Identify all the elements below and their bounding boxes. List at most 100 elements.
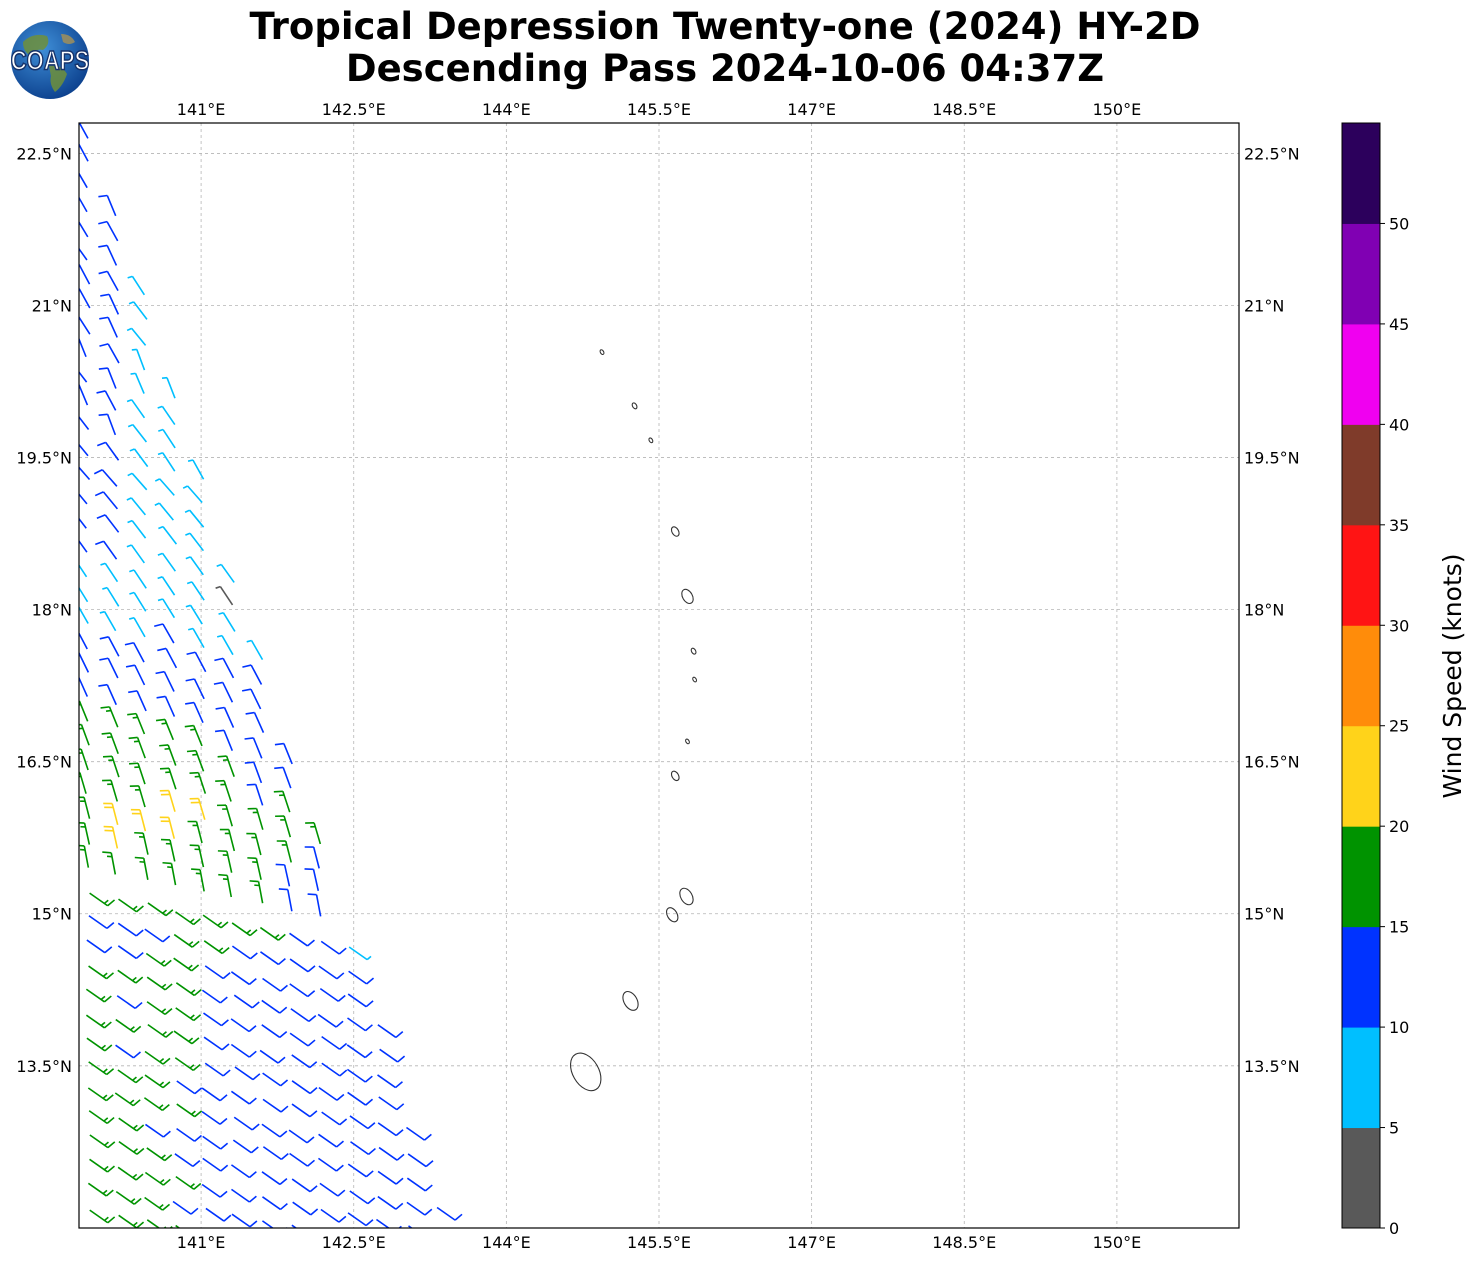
wind-barb [291, 1224, 298, 1228]
wind-barb [157, 598, 176, 619]
lon-label-top: 147°E [787, 100, 836, 119]
wind-barb [347, 1163, 374, 1178]
lon-label-top: 145.5°E [627, 100, 691, 119]
wind-barb [159, 767, 177, 790]
colorbar-tick-label: 35 [1389, 516, 1409, 535]
wind-barb [99, 636, 120, 657]
wind-barb [347, 993, 374, 1008]
wind-barb [127, 519, 147, 539]
wind-barb [203, 1012, 229, 1027]
wind-barb [99, 610, 117, 632]
wind-barb [154, 478, 175, 496]
wind-barb [79, 247, 88, 261]
wind-barb [346, 1068, 373, 1083]
wind-barb [79, 631, 88, 650]
wind-barb [131, 348, 146, 371]
wind-barb [126, 399, 146, 419]
wind-barb [205, 1207, 232, 1222]
axis-ticks: 141°E 141°E 142.5°E 142.5°E 144°E 144°E 145.5°… [16, 100, 1299, 1252]
wind-barb [377, 1170, 404, 1185]
wind-barb [321, 1062, 348, 1077]
wind-barb [377, 1195, 404, 1210]
wind-barb [375, 1218, 402, 1228]
wind-barb [134, 831, 149, 855]
wind-barb [191, 868, 205, 892]
wind-barb [377, 1074, 403, 1089]
wind-barb [244, 761, 263, 784]
wind-barb [262, 1146, 289, 1161]
lat-label-right: 21°N [1244, 296, 1284, 315]
wind-barb [157, 405, 176, 426]
lat-label-left: 19.5°N [16, 449, 72, 468]
wind-barb [350, 1141, 376, 1156]
wind-barb [260, 951, 286, 966]
island-outline [685, 738, 690, 745]
wind-barb [230, 971, 257, 986]
lon-label-bottom: 145.5°E [627, 1233, 691, 1252]
wind-barb [289, 932, 315, 947]
wind-barb [187, 820, 203, 844]
wind-barb [98, 683, 117, 706]
wind-barb [288, 1129, 315, 1144]
lon-label-top: 144°E [482, 100, 531, 119]
wind-barb [98, 244, 118, 266]
wind-barb [202, 1157, 229, 1172]
wind-barb [175, 1007, 202, 1022]
lat-label-right: 15°N [1244, 905, 1284, 924]
island-outline [679, 887, 694, 906]
wind-barb [217, 850, 233, 873]
wind-barb [176, 1080, 203, 1095]
wind-barb [79, 123, 89, 139]
wind-barb [274, 766, 292, 789]
wind-barb [147, 1023, 174, 1038]
wind-barb [176, 1103, 203, 1118]
wind-barb [79, 443, 89, 457]
wind-barb [262, 1098, 289, 1113]
wind-barb [79, 384, 89, 406]
wind-barb [125, 664, 146, 686]
wind-barb [291, 1080, 318, 1095]
wind-barb [185, 678, 205, 700]
wind-barb [117, 922, 144, 937]
wind-barb [157, 452, 176, 472]
wind-barb [230, 1043, 257, 1058]
wind-barb [79, 171, 88, 189]
wind-barb [98, 413, 117, 436]
wind-barb [129, 785, 146, 808]
wind-barb [79, 196, 88, 213]
lat-label-left: 21°N [32, 296, 72, 315]
wind-barb [349, 1190, 376, 1205]
wind-barb [114, 1092, 141, 1107]
wind-barb [79, 466, 91, 481]
wind-barb [103, 825, 119, 849]
wind-barb [436, 1206, 463, 1221]
wind-barb [214, 729, 234, 752]
wind-barb [233, 994, 260, 1009]
colorbar-label: Wind Speed (knots) [1438, 553, 1467, 798]
wind-barb [129, 762, 146, 785]
wind-barb [379, 1048, 406, 1063]
wind-barb [173, 933, 200, 948]
wind-barb [117, 1069, 144, 1084]
wind-barb [291, 1054, 318, 1069]
wind-barb [321, 1035, 348, 1050]
wind-barb [134, 856, 149, 880]
map-title-line2: Descending Pass 2024-10-06 04:37Z [345, 47, 1105, 90]
colorbar-bin [1342, 424, 1380, 526]
island-outline [631, 402, 638, 410]
colorbar-bin [1342, 123, 1380, 224]
wind-barb [115, 1191, 142, 1205]
wind-barb [261, 1220, 288, 1228]
wind-barb [244, 737, 263, 759]
wind-barb [79, 844, 90, 868]
wind-barb [159, 744, 177, 766]
wind-barb [162, 861, 177, 886]
colorbar-tick-label: 10 [1389, 1018, 1409, 1037]
wind-barb [79, 315, 91, 335]
wind-barb [87, 1087, 114, 1102]
wind-barb [79, 415, 90, 430]
wind-barb [203, 1036, 230, 1051]
wind-barb [259, 926, 286, 941]
wind-barb [144, 1074, 171, 1089]
map-frame [78, 122, 1240, 1229]
